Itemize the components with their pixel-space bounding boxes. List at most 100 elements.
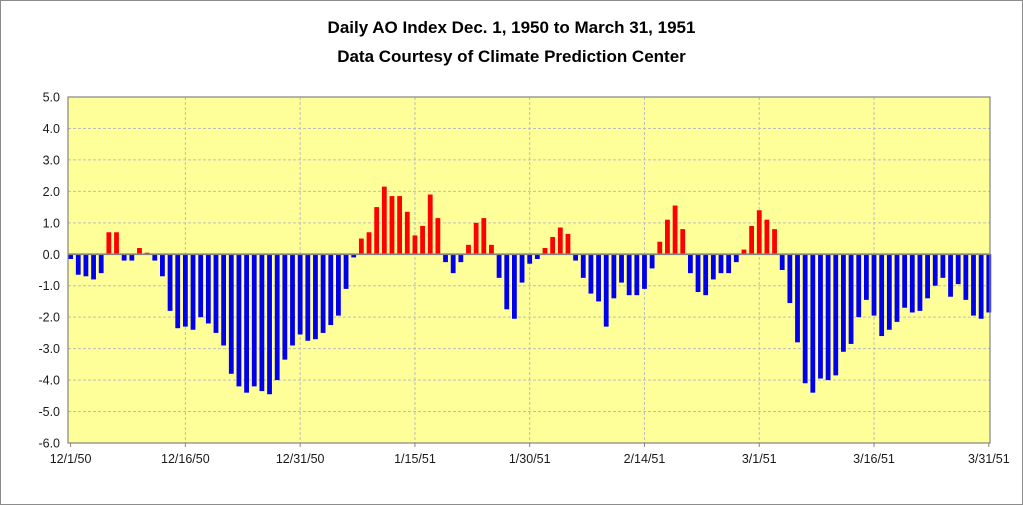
- x-axis-label: 12/31/50: [276, 452, 325, 466]
- bar: [871, 254, 877, 316]
- bar: [557, 227, 563, 255]
- bar: [282, 254, 288, 360]
- bar: [948, 254, 953, 297]
- bar: [703, 254, 709, 296]
- bar: [496, 254, 502, 278]
- bar: [764, 219, 770, 255]
- bar: [251, 254, 257, 387]
- bar: [404, 211, 410, 255]
- bar: [259, 254, 265, 392]
- bar: [963, 254, 969, 300]
- bar: [320, 254, 326, 333]
- bar: [106, 232, 112, 255]
- bar: [772, 229, 777, 255]
- bar: [810, 254, 816, 393]
- bar: [833, 254, 839, 376]
- bar: [129, 254, 135, 261]
- bar: [619, 254, 624, 283]
- x-axis-label: 3/31/51: [968, 452, 1010, 466]
- bar: [687, 254, 693, 274]
- bar: [389, 196, 395, 255]
- bar: [680, 229, 686, 255]
- bar: [290, 254, 295, 346]
- bar: [795, 254, 800, 343]
- bar: [167, 254, 173, 311]
- bar: [358, 238, 364, 255]
- y-axis-label: 0.0: [43, 248, 60, 262]
- bar: [228, 254, 234, 374]
- bar: [519, 254, 525, 283]
- bar: [917, 254, 923, 311]
- bar: [856, 254, 862, 318]
- x-axis-label: 12/1/50: [50, 452, 92, 466]
- bar: [932, 254, 938, 286]
- x-axis-label: 1/15/51: [394, 452, 436, 466]
- bar: [343, 254, 349, 289]
- y-axis-label: -2.0: [38, 311, 60, 325]
- bar: [718, 254, 724, 274]
- bar: [848, 254, 854, 344]
- bar: [550, 236, 556, 255]
- chart-title: Daily AO Index Dec. 1, 1950 to March 31,…: [327, 18, 696, 37]
- bar: [971, 254, 976, 316]
- bar: [894, 254, 900, 322]
- bar: [886, 254, 892, 330]
- bar: [596, 254, 601, 302]
- bar: [825, 254, 831, 381]
- bar: [634, 254, 640, 296]
- bar: [267, 254, 272, 395]
- bar: [642, 254, 647, 289]
- bar: [665, 219, 670, 255]
- bar: [351, 254, 357, 258]
- bar: [274, 254, 280, 381]
- y-axis-label: -3.0: [38, 342, 60, 356]
- y-axis-label: 1.0: [43, 216, 60, 230]
- y-axis-label: -4.0: [38, 374, 60, 388]
- chart-subtitle: Data Courtesy of Climate Prediction Cent…: [337, 47, 686, 66]
- bar: [473, 222, 479, 255]
- bar: [489, 244, 494, 255]
- bar: [695, 254, 701, 293]
- y-axis-label: 5.0: [43, 91, 60, 105]
- bar: [565, 233, 571, 255]
- y-axis-label: 4.0: [43, 122, 60, 136]
- bar: [205, 254, 211, 324]
- bar: [588, 254, 594, 294]
- bar: [779, 254, 785, 270]
- bar: [412, 235, 418, 255]
- y-axis-label: -6.0: [38, 437, 60, 451]
- bar: [955, 254, 961, 285]
- x-axis-label: 3/16/51: [853, 452, 895, 466]
- bar: [527, 254, 533, 264]
- bar: [381, 186, 387, 255]
- bar: [626, 254, 632, 296]
- bar: [940, 254, 946, 278]
- bar: [137, 247, 142, 255]
- bar: [466, 244, 471, 255]
- bar: [244, 254, 249, 393]
- bar: [986, 254, 992, 313]
- bar: [182, 254, 188, 327]
- bar: [818, 254, 823, 379]
- bar: [198, 254, 204, 318]
- bar: [909, 254, 915, 313]
- bar: [841, 254, 846, 352]
- bar: [542, 247, 548, 255]
- x-axis-label: 2/14/51: [624, 452, 666, 466]
- bar: [534, 254, 540, 259]
- bar: [98, 254, 104, 274]
- bar: [121, 254, 127, 261]
- bar: [902, 254, 908, 308]
- bar: [672, 205, 678, 255]
- bar: [336, 254, 341, 316]
- bar: [83, 254, 89, 277]
- bar: [458, 254, 464, 263]
- bar: [611, 254, 617, 299]
- bar: [190, 254, 196, 330]
- bar: [978, 254, 984, 319]
- bar: [925, 254, 930, 299]
- bar: [450, 254, 456, 274]
- y-axis-label: -5.0: [38, 405, 60, 419]
